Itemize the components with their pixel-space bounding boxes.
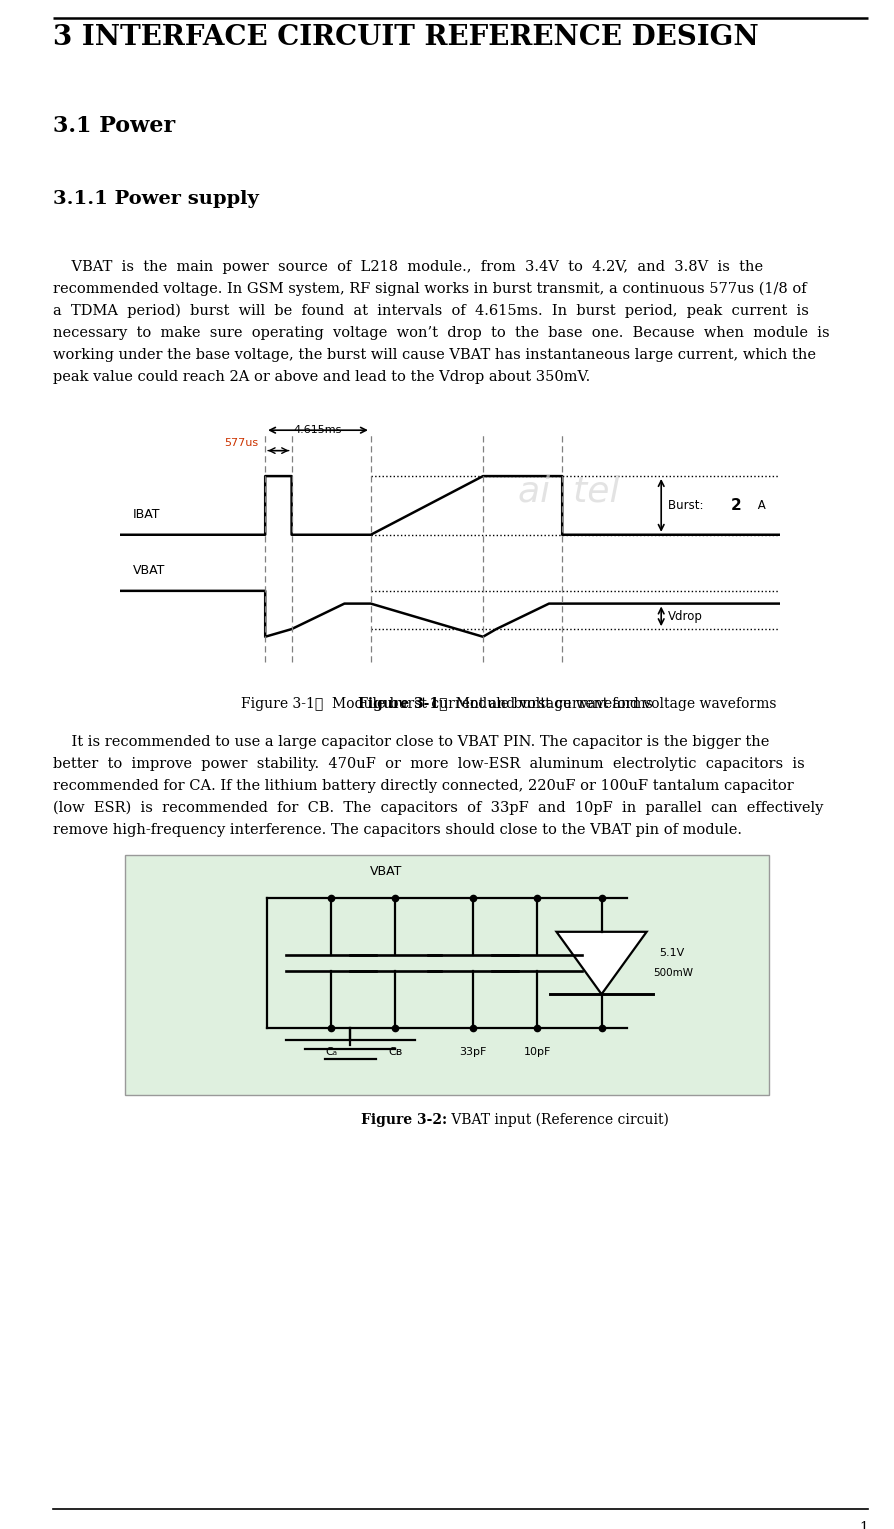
Text: 3.1 Power: 3.1 Power <box>53 115 175 138</box>
Text: remove high-frequency interference. The capacitors should close to the VBAT pin : remove high-frequency interference. The … <box>53 823 742 836</box>
Polygon shape <box>556 931 646 994</box>
Text: Figure 3-2:: Figure 3-2: <box>361 1113 447 1127</box>
Text: necessary  to  make  sure  operating  voltage  won’t  drop  to  the  base  one. : necessary to make sure operating voltage… <box>53 326 830 339</box>
Text: 5.1V: 5.1V <box>660 948 685 959</box>
Text: peak value could reach 2A or above and lead to the Vdrop about 350mV.: peak value could reach 2A or above and l… <box>53 370 590 384</box>
Text: Cₐ: Cₐ <box>325 1047 337 1057</box>
Text: 4.615ms: 4.615ms <box>294 425 342 436</box>
Text: VBAT input (Reference circuit): VBAT input (Reference circuit) <box>447 1113 669 1127</box>
Text: (low  ESR)  is  recommended  for  CB.  The  capacitors  of  33pF  and  10pF  in : (low ESR) is recommended for CB. The cap… <box>53 801 823 815</box>
Text: A: A <box>754 498 765 512</box>
Text: 500mW: 500mW <box>654 968 693 977</box>
Text: Module burst current and voltage waveforms: Module burst current and voltage wavefor… <box>447 697 777 711</box>
FancyBboxPatch shape <box>125 855 769 1095</box>
Text: ai  tel: ai tel <box>518 474 620 509</box>
Text: It is recommended to use a large capacitor close to VBAT PIN. The capacitor is t: It is recommended to use a large capacit… <box>53 735 770 749</box>
Text: 3 INTERFACE CIRCUIT REFERENCE DESIGN: 3 INTERFACE CIRCUIT REFERENCE DESIGN <box>53 24 759 50</box>
Text: Vdrop: Vdrop <box>668 610 703 622</box>
Text: 2: 2 <box>730 498 741 512</box>
Text: VBAT: VBAT <box>370 864 402 878</box>
Text: a  TDMA  period)  burst  will  be  found  at  intervals  of  4.615ms.  In  burst: a TDMA period) burst will be found at in… <box>53 304 809 318</box>
Text: Burst:: Burst: <box>668 498 707 512</box>
Text: 1: 1 <box>859 1521 868 1529</box>
Text: 10pF: 10pF <box>524 1047 551 1057</box>
Text: VBAT  is  the  main  power  source  of  L218  module.,  from  3.4V  to  4.2V,  a: VBAT is the main power source of L218 mo… <box>53 260 763 274</box>
Text: better  to  improve  power  stability.  470uF  or  more  low-ESR  aluminum  elec: better to improve power stability. 470uF… <box>53 757 805 771</box>
Text: 3.1.1 Power supply: 3.1.1 Power supply <box>53 190 259 208</box>
Text: 33pF: 33pF <box>460 1047 486 1057</box>
Text: recommended for CA. If the lithium battery directly connected, 220uF or 100uF ta: recommended for CA. If the lithium batte… <box>53 778 794 794</box>
Text: Figure 3-1：  Module burst current and voltage waveforms: Figure 3-1： Module burst current and vol… <box>241 697 653 711</box>
Text: Cʙ: Cʙ <box>388 1047 402 1057</box>
Text: 577us: 577us <box>224 437 258 448</box>
Text: working under the base voltage, the burst will cause VBAT has instantaneous larg: working under the base voltage, the burs… <box>53 349 816 362</box>
Text: VBAT: VBAT <box>133 564 165 576</box>
Text: Figure 3-1：: Figure 3-1： <box>358 697 447 711</box>
Text: recommended voltage. In GSM system, RF signal works in burst transmit, a continu: recommended voltage. In GSM system, RF s… <box>53 281 806 297</box>
Text: IBAT: IBAT <box>133 508 161 521</box>
